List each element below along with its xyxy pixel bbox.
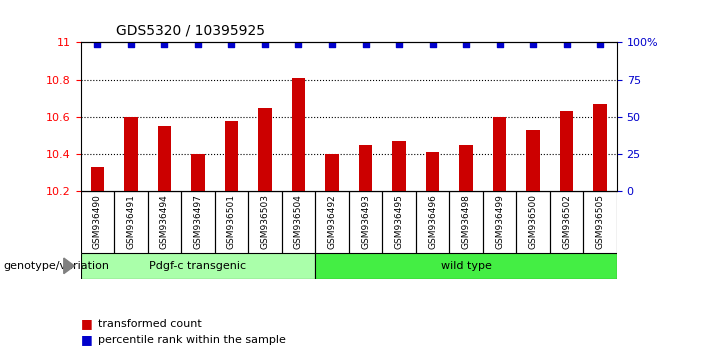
Text: GSM936502: GSM936502 — [562, 194, 571, 249]
Point — [293, 41, 304, 47]
Bar — [191, 154, 205, 191]
Text: GSM936495: GSM936495 — [395, 194, 404, 249]
Bar — [90, 167, 104, 191]
Bar — [225, 121, 238, 191]
Bar — [393, 141, 406, 191]
Text: GSM936498: GSM936498 — [461, 194, 470, 249]
Text: GSM936497: GSM936497 — [193, 194, 203, 249]
Text: GSM936504: GSM936504 — [294, 194, 303, 249]
Bar — [526, 130, 540, 191]
Text: GSM936500: GSM936500 — [529, 194, 538, 249]
Text: transformed count: transformed count — [98, 319, 202, 329]
Bar — [292, 78, 305, 191]
Bar — [560, 111, 573, 191]
Bar — [258, 108, 272, 191]
Text: wild type: wild type — [441, 261, 491, 271]
Text: GSM936494: GSM936494 — [160, 194, 169, 249]
Text: GSM936503: GSM936503 — [261, 194, 269, 249]
Text: ■: ■ — [81, 333, 93, 346]
Point — [125, 41, 137, 47]
Point — [494, 41, 505, 47]
Point — [92, 41, 103, 47]
Text: GSM936505: GSM936505 — [596, 194, 605, 249]
Text: percentile rank within the sample: percentile rank within the sample — [98, 335, 286, 345]
Bar — [325, 154, 339, 191]
Bar — [158, 126, 171, 191]
Text: GSM936490: GSM936490 — [93, 194, 102, 249]
Text: GDS5320 / 10395925: GDS5320 / 10395925 — [116, 23, 265, 37]
Text: Pdgf-c transgenic: Pdgf-c transgenic — [149, 261, 247, 271]
Point — [561, 41, 572, 47]
Text: GSM936492: GSM936492 — [327, 194, 336, 249]
Point — [360, 41, 371, 47]
Bar — [124, 117, 137, 191]
Point — [461, 41, 472, 47]
Bar — [594, 104, 607, 191]
Point — [393, 41, 404, 47]
Text: GSM936491: GSM936491 — [126, 194, 135, 249]
Point — [594, 41, 606, 47]
Point — [327, 41, 338, 47]
Bar — [81, 253, 315, 279]
Point — [427, 41, 438, 47]
Point — [226, 41, 237, 47]
Bar — [493, 117, 506, 191]
Point — [159, 41, 170, 47]
Point — [259, 41, 271, 47]
Text: GSM936493: GSM936493 — [361, 194, 370, 249]
Bar — [359, 145, 372, 191]
Text: genotype/variation: genotype/variation — [4, 261, 109, 271]
Text: GSM936501: GSM936501 — [227, 194, 236, 249]
Point — [192, 41, 203, 47]
Bar — [315, 253, 617, 279]
Bar — [426, 152, 440, 191]
Text: GSM936499: GSM936499 — [495, 194, 504, 249]
Point — [527, 41, 538, 47]
Bar — [459, 145, 472, 191]
Text: GSM936496: GSM936496 — [428, 194, 437, 249]
Text: ■: ■ — [81, 318, 93, 330]
